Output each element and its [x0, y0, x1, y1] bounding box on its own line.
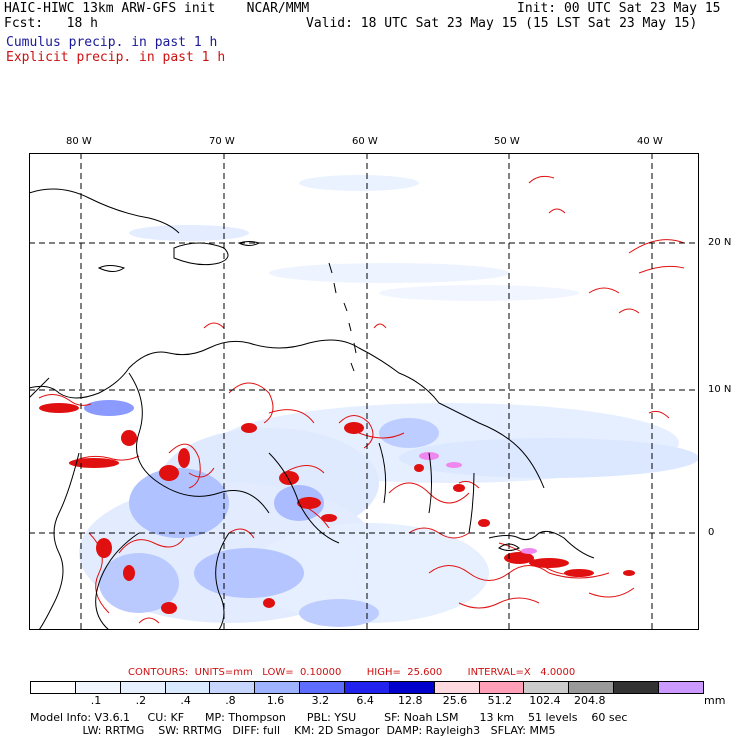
colorbar-swatch	[300, 682, 346, 693]
colorbar	[30, 681, 704, 694]
lat-lon-grid	[29, 153, 699, 630]
colorbar-label: .4	[180, 694, 191, 707]
colorbar-label: 12.8	[398, 694, 423, 707]
lon-label-70w: 70 W	[209, 136, 235, 147]
colorbar-swatch	[165, 682, 211, 693]
lat-label-20n: 20 N	[708, 237, 732, 248]
lat-label-0: 0	[708, 527, 715, 538]
colorbar-swatch	[434, 682, 480, 693]
precip-map	[29, 153, 699, 630]
cumulus-precip-layer	[79, 175, 699, 627]
lon-label-60w: 60 W	[352, 136, 378, 147]
colorbar-swatch	[31, 682, 76, 693]
colorbar-swatch	[345, 682, 390, 693]
coastlines	[29, 188, 595, 630]
legend-cumulus: Cumulus precip. in past 1 h	[6, 35, 218, 50]
colorbar-label: 102.4	[529, 694, 561, 707]
contour-info: CONTOURS: UNITS=mm LOW= 0.10000 HIGH= 25…	[128, 667, 576, 678]
forecast-hour: Fcst: 18 h	[4, 16, 98, 31]
colorbar-swatch	[389, 682, 435, 693]
colorbar-units: mm	[704, 694, 726, 707]
colorbar-swatch	[210, 682, 256, 693]
lat-label-10n: 10 N	[708, 384, 732, 395]
colorbar-swatch	[524, 682, 570, 693]
colorbar-swatch	[614, 682, 660, 693]
colorbar-label: .1	[90, 694, 102, 707]
model-info-line2: LW: RRTMG SW: RRTMG DIFF: full KM: 2D Sm…	[30, 724, 556, 737]
colorbar-label: 1.6	[266, 694, 285, 707]
lon-label-40w: 40 W	[637, 136, 663, 147]
model-info-line1: Model Info: V3.6.1 CU: KF MP: Thompson P…	[30, 711, 628, 724]
colorbar-label: 3.2	[311, 694, 330, 707]
colorbar-label: 51.2	[487, 694, 513, 707]
map-title: HAIC-HIWC 13km ARW-GFS init NCAR/MMM	[4, 1, 310, 16]
legend-explicit: Explicit precip. in past 1 h	[6, 50, 226, 65]
colorbar-swatch	[75, 682, 121, 693]
colorbar-label: .2	[135, 694, 147, 707]
colorbar-swatch	[659, 682, 703, 693]
colorbar-label: 204.8	[574, 694, 606, 707]
colorbar-swatch	[479, 682, 525, 693]
colorbar-label: 6.4	[356, 694, 374, 707]
colorbar-swatch	[255, 682, 301, 693]
lon-label-50w: 50 W	[494, 136, 520, 147]
init-time: Init: 00 UTC Sat 23 May 15	[517, 1, 721, 16]
colorbar-swatch	[569, 682, 615, 693]
colorbar-label: 25.6	[442, 694, 468, 707]
valid-time: Valid: 18 UTC Sat 23 May 15 (15 LST Sat …	[306, 16, 698, 31]
colorbar-swatch	[120, 682, 166, 693]
lon-label-80w: 80 W	[66, 136, 92, 147]
colorbar-label: .8	[225, 694, 236, 707]
